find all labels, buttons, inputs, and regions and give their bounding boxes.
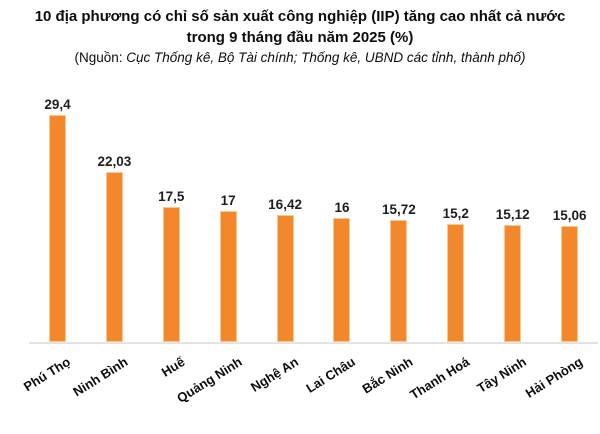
bars-area: 29,4 22,03 17,5 17 16,42 16 15,72 15,2 15,12 15,0… bbox=[29, 71, 598, 342]
bar-value-label: 15,2 bbox=[442, 206, 469, 221]
bar-column: 15,06 bbox=[541, 208, 598, 342]
bar-column: 17,5 bbox=[143, 189, 200, 342]
x-axis-label: Nghệ An bbox=[248, 354, 302, 395]
x-axis-label-cell: Ninh Bình bbox=[70, 344, 143, 432]
bar bbox=[276, 215, 294, 342]
x-axis-label-cell: Nghệ An bbox=[248, 344, 314, 432]
bar-value-label: 17,5 bbox=[158, 189, 185, 204]
bar bbox=[48, 115, 66, 342]
bar-chart-plot-area: 29,4 22,03 17,5 17 16,42 16 15,72 15,2 15,12 15,0… bbox=[21, 71, 598, 434]
chart-title-line2: trong 9 tháng đầu năm 2025 (%) bbox=[186, 29, 414, 46]
bar-column: 29,4 bbox=[29, 97, 86, 342]
bar bbox=[105, 172, 123, 342]
bar-value-label: 29,4 bbox=[44, 97, 71, 112]
bar bbox=[162, 207, 180, 342]
bar bbox=[333, 218, 351, 342]
bar-column: 22,03 bbox=[86, 154, 143, 342]
x-axis-label-cell: Quảng Ninh bbox=[174, 344, 257, 432]
bar bbox=[219, 211, 237, 342]
bar-value-label: 16,42 bbox=[268, 197, 302, 212]
bar-value-label: 16 bbox=[334, 200, 350, 215]
bar-column: 15,12 bbox=[484, 207, 541, 342]
chart-header: 10 địa phương có chỉ số sản xuất công ng… bbox=[0, 0, 600, 67]
bar bbox=[447, 224, 465, 342]
bar-column: 16,42 bbox=[257, 197, 314, 342]
bar-value-label: 22,03 bbox=[97, 154, 132, 169]
x-axis-line bbox=[29, 342, 598, 344]
x-axis-labels: Phú Thọ Ninh Bình Huế Quảng Ninh Nghệ An Lai … bbox=[21, 344, 598, 432]
chart-title-line1: 10 địa phương có chỉ số sản xuất công ng… bbox=[34, 8, 566, 25]
source-prefix: (Nguồn: bbox=[74, 50, 123, 65]
bar bbox=[390, 220, 408, 342]
bar bbox=[504, 225, 522, 342]
chart-source: (Nguồn: Cục Thống kê, Bộ Tài chính; Thốn… bbox=[0, 48, 600, 67]
bar-value-label: 15,72 bbox=[381, 202, 416, 217]
bar-column: 15,72 bbox=[370, 202, 427, 342]
bar-value-label: 15,12 bbox=[495, 207, 530, 222]
bar-column: 17 bbox=[200, 193, 257, 342]
x-axis-label-cell: Thanh Hoá bbox=[407, 344, 484, 432]
bar-column: 15,2 bbox=[427, 206, 484, 342]
bar bbox=[561, 226, 579, 342]
x-axis-label-cell: Hải Phòng bbox=[523, 344, 598, 432]
bar-value-label: 17 bbox=[220, 193, 236, 208]
source-text: Cục Thống kê, Bộ Tài chính; Thống kê, UB… bbox=[126, 50, 526, 65]
x-axis-label: Phú Thọ bbox=[21, 354, 74, 395]
bar-value-label: 15,06 bbox=[552, 208, 587, 223]
x-axis-label: Huế bbox=[158, 354, 188, 380]
bar-column: 16 bbox=[314, 200, 371, 342]
